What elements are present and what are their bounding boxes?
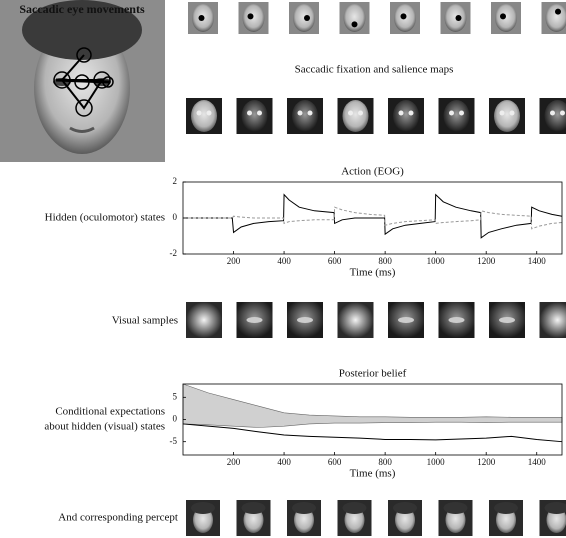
y-tick-label: -5 [170,436,178,446]
x-tick-label: 200 [227,457,241,467]
percept-face [445,507,466,533]
chart-title: Action (EOG) [341,166,404,178]
panel-title: Saccadic fixation and salience maps [295,64,454,76]
thumb-face [495,4,517,32]
sample [186,302,222,338]
map-spot [550,110,555,116]
percept-hair [494,502,518,514]
series-line [183,206,563,230]
percept-face [294,507,314,533]
sample [337,302,374,338]
percept-hair [241,502,266,514]
fixation-dot [455,15,462,21]
belief-band [182,383,563,428]
thumb-face [343,4,366,32]
map-spot [560,110,565,116]
map-face [342,100,369,132]
map-spot [307,110,313,116]
x-axis-label: Time (ms) [350,267,396,279]
percept-face [193,507,213,533]
map-spot [257,110,262,116]
saccade-image: Saccadic eye movements [0,0,165,162]
x-tick-label: 1200 [477,256,496,266]
fixation-dot [351,21,358,28]
percept-hair [393,502,417,514]
y-axis-label: Hidden (oculomotor) states [45,212,165,224]
percept-hair [342,502,367,514]
map-spot [297,110,303,116]
fixation-dot [400,13,407,20]
y-tick-label: 2 [173,176,178,186]
x-tick-label: 1000 [427,256,446,266]
fixation-dot [198,15,205,21]
map-spot [196,110,202,116]
thumb-face [242,4,265,32]
percept-face [243,507,264,533]
percept-hair [292,502,316,514]
map-spot [509,110,515,116]
percept-hair [443,502,468,514]
x-tick-label: 1000 [427,457,446,467]
map-spot [499,110,505,116]
x-axis-label: Time (ms) [350,468,396,480]
map-spot [247,110,252,116]
x-tick-label: 800 [378,457,392,467]
series-line [182,423,563,443]
percept-face [496,507,516,533]
map-face [393,100,419,132]
percept-face [395,507,415,533]
x-tick-label: 400 [277,457,291,467]
percept-hair [544,502,566,514]
map-spot [348,110,353,116]
row-label: Visual samples [112,315,178,327]
fixation-dot [500,13,506,20]
fixation-dot [247,13,254,20]
x-tick-label: 200 [227,256,241,266]
y-tick-label: 5 [173,391,178,401]
sample-eye [246,317,263,323]
map-face [494,100,520,132]
panel-title: Saccadic eye movements [19,2,145,16]
y-tick-label: -2 [170,248,178,258]
map-spot [206,110,212,116]
fixation-dot [304,15,310,21]
map-face [191,100,217,132]
y-tick-label: 0 [173,414,178,424]
sample [539,302,566,338]
percept-face [344,507,365,533]
y-axis-label: about hidden (visual) states [44,421,165,433]
y-axis-label: Conditional expectations [55,406,165,418]
thumbnails [186,2,566,536]
map-face [292,100,318,132]
x-tick-label: 1200 [477,457,496,467]
x-tick-label: 600 [328,457,342,467]
y-tick-label: 0 [173,212,178,222]
x-tick-label: 600 [328,256,342,266]
percept-hair [191,502,215,514]
x-tick-label: 1400 [528,457,547,467]
x-tick-label: 1400 [528,256,547,266]
x-tick-label: 800 [378,256,392,266]
fixation-dot [555,8,561,15]
sample-eye [398,317,414,323]
map-spot [358,110,363,116]
map-spot [459,110,464,116]
sample-eye [297,317,313,323]
map-face [544,100,566,132]
map-spot [398,110,404,116]
x-tick-label: 400 [277,256,291,266]
sample-eye [448,317,465,323]
map-spot [449,110,454,116]
sample-eye [499,317,515,323]
series-line [183,193,563,239]
map-spot [408,110,414,116]
map-face [241,100,268,132]
chart-title: Posterior belief [339,368,407,380]
row-label: And corresponding percept [58,512,178,524]
map-face [443,100,470,132]
